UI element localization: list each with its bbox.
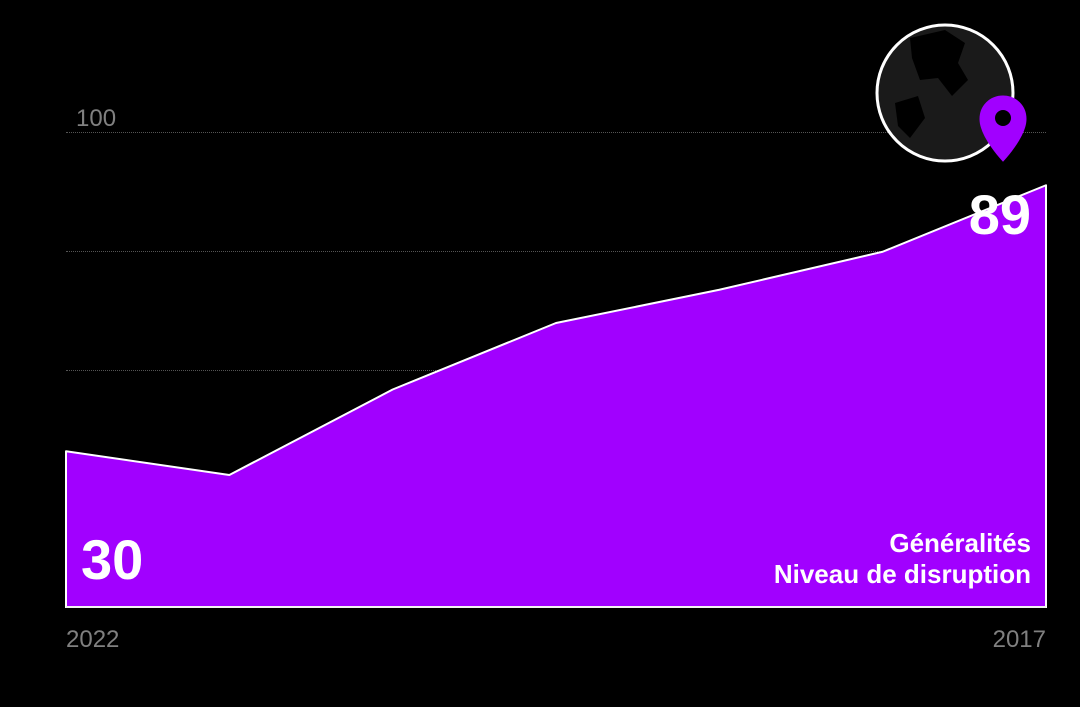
x-axis-baseline [66,606,1046,608]
chart-caption: Généralités Niveau de disruption [774,528,1031,590]
x-axis-label-left: 2022 [66,626,119,654]
chart-stage: 100 30 89 Généralités Niveau de disrupti… [0,0,1080,707]
globe-icon [870,18,1050,203]
plot-area: 30 89 Généralités Niveau de disruption [66,133,1046,608]
location-pin-icon [980,96,1026,161]
caption-line-1: Généralités [774,528,1031,559]
caption-line-2: Niveau de disruption [774,559,1031,590]
x-axis-label-right: 2017 [993,626,1046,654]
value-label-start: 30 [81,532,143,588]
y-axis-tick-label: 100 [76,105,116,133]
